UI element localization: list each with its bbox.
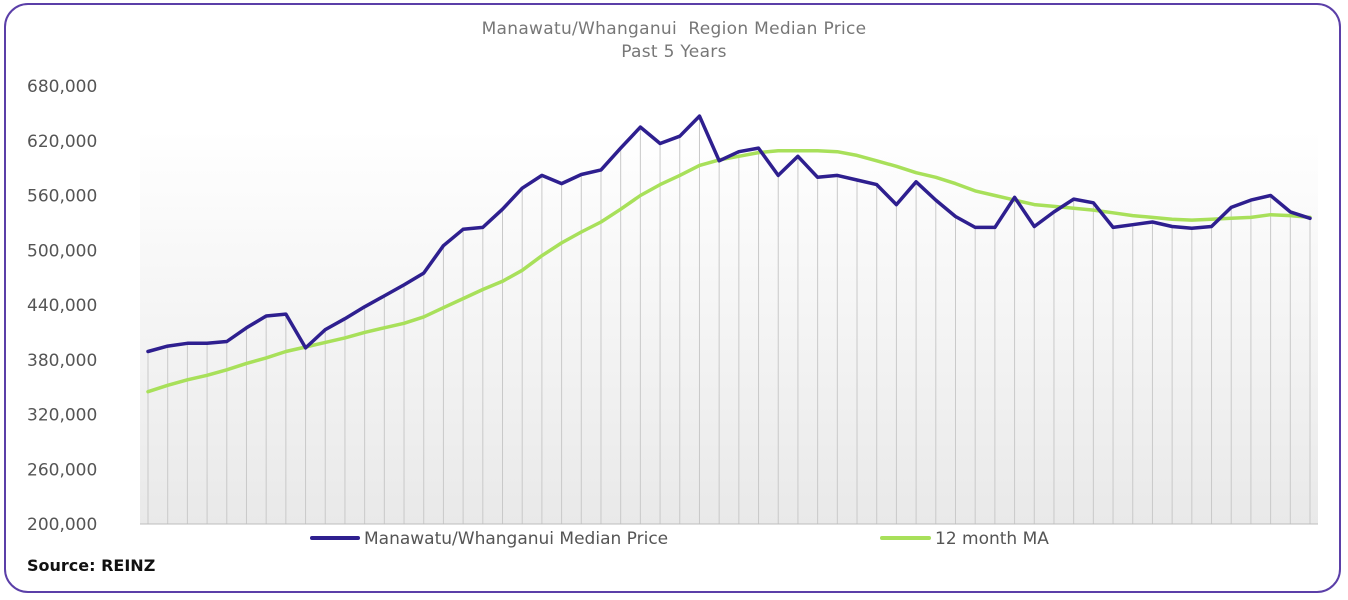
y-tick-label: 320,000 <box>27 406 97 426</box>
source-note: Source: REINZ <box>27 556 155 575</box>
legend-label: Manawatu/Whanganui Median Price <box>364 529 668 549</box>
y-tick-label: 500,000 <box>27 241 97 261</box>
y-tick-label: 260,000 <box>27 460 97 480</box>
y-tick-label: 380,000 <box>27 351 97 371</box>
legend-label: 12 month MA <box>935 529 1049 549</box>
y-tick-label: 200,000 <box>27 515 97 535</box>
y-tick-label: 440,000 <box>27 296 97 316</box>
y-tick-label: 560,000 <box>27 187 97 207</box>
y-tick-label: 620,000 <box>27 132 97 152</box>
plot-background <box>140 130 1318 524</box>
y-tick-label: 680,000 <box>27 77 97 97</box>
